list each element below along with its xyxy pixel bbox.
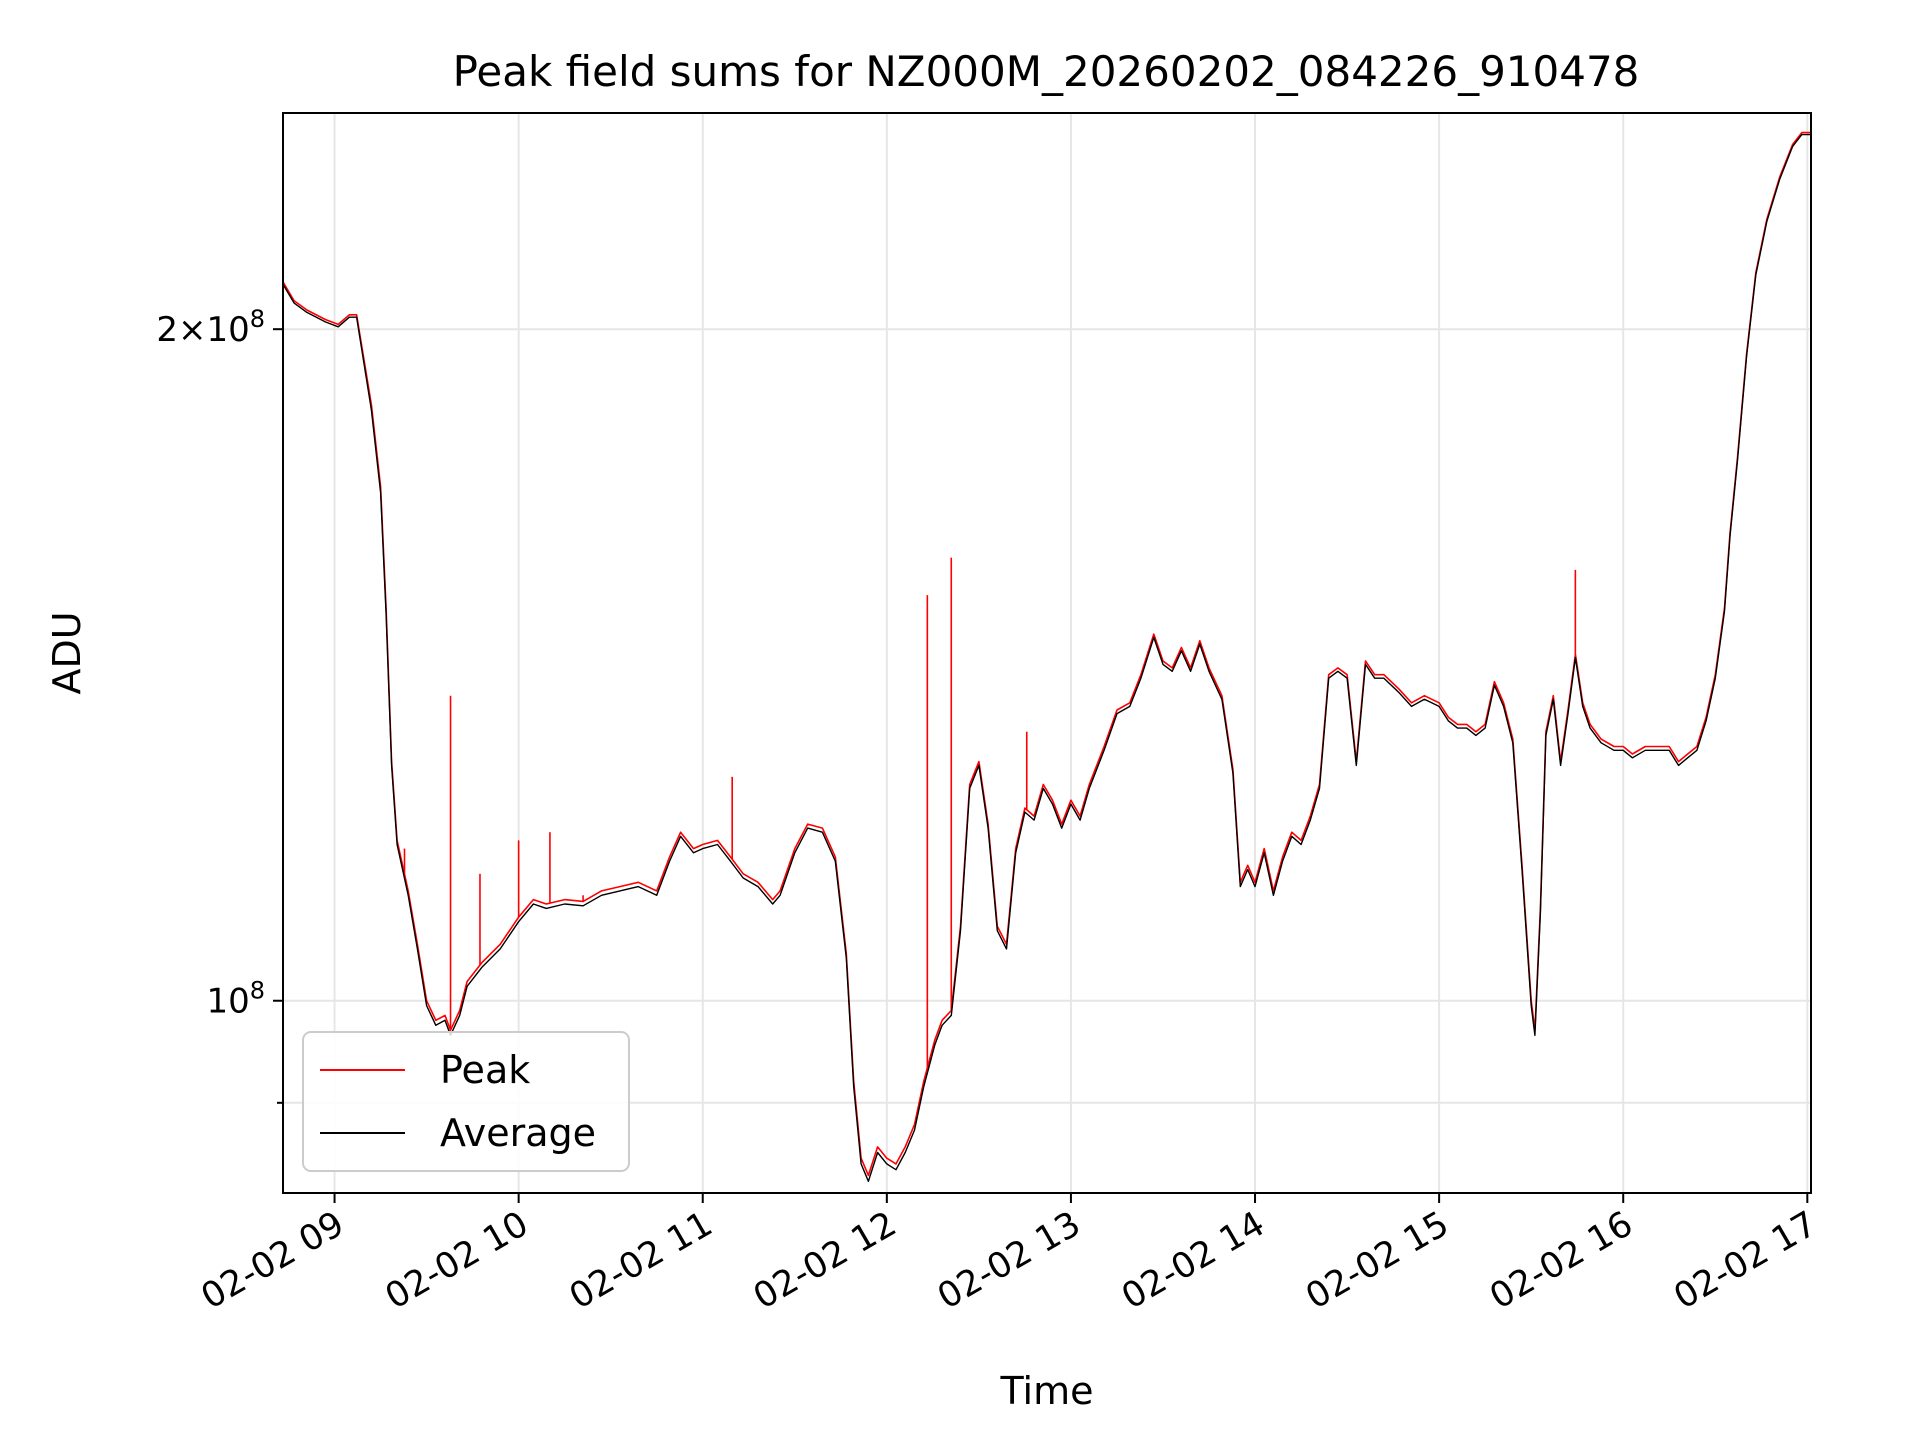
chart-title: Peak field sums for NZ000M_20260202_0842… <box>453 47 1640 96</box>
plot-area <box>283 131 1811 1182</box>
y-axis: 108 2×108 <box>156 305 283 1104</box>
y-axis-label: ADU <box>45 611 89 694</box>
axes-frame <box>282 112 1812 1194</box>
y-tick-label: 2×108 <box>156 305 265 350</box>
legend-box <box>302 1031 630 1172</box>
legend-label-peak: Peak <box>440 1048 530 1092</box>
y-tick-label: 108 <box>206 977 265 1022</box>
legend-label-average: Average <box>440 1111 596 1155</box>
x-axis-label: Time <box>1000 1369 1094 1413</box>
series-line-average <box>283 133 1811 1182</box>
legend: Peak Average <box>302 1031 630 1172</box>
